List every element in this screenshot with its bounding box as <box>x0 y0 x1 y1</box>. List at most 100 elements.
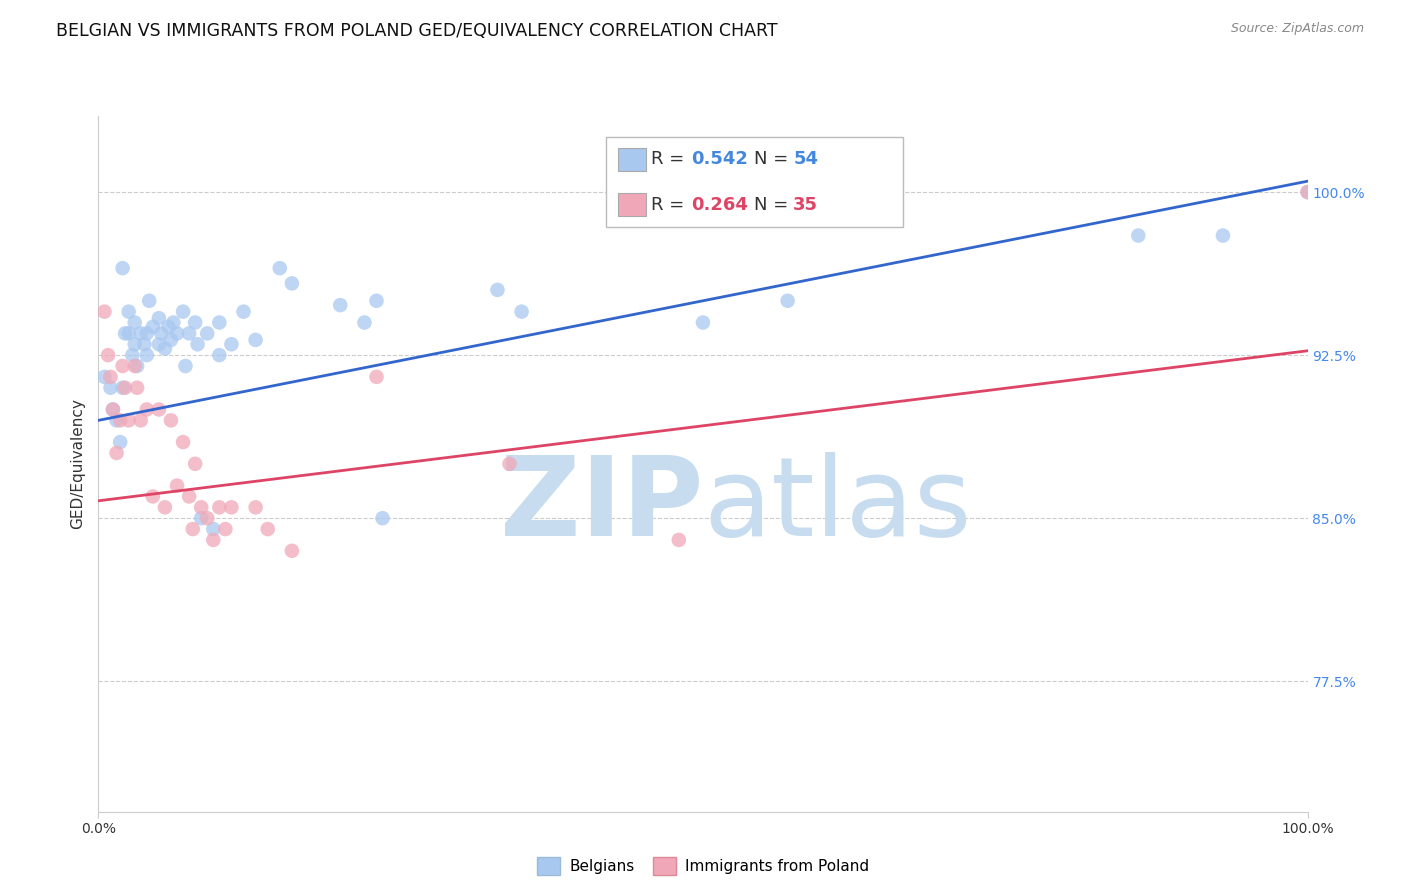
Point <box>100 369 122 384</box>
Point <box>208 316 231 330</box>
Point <box>208 348 231 362</box>
Point <box>160 413 183 427</box>
Point <box>208 500 231 515</box>
Point <box>510 304 533 318</box>
Point <box>118 326 141 341</box>
Y-axis label: GED/Equivalency: GED/Equivalency <box>70 399 86 529</box>
Point <box>101 402 124 417</box>
Point <box>181 522 204 536</box>
Point <box>118 304 141 318</box>
Point <box>93 304 115 318</box>
Point <box>108 413 131 427</box>
Point <box>329 298 352 312</box>
Point <box>498 457 520 471</box>
Text: Source: ZipAtlas.com: Source: ZipAtlas.com <box>1230 22 1364 36</box>
Point <box>232 304 254 318</box>
Point <box>353 316 375 330</box>
Point <box>1128 228 1150 243</box>
Point <box>148 402 170 417</box>
Point <box>366 293 388 308</box>
Point <box>179 490 201 504</box>
Point <box>776 293 799 308</box>
Point <box>366 369 388 384</box>
Point <box>179 326 201 341</box>
Point <box>153 500 176 515</box>
Point <box>148 311 170 326</box>
Point <box>150 326 173 341</box>
Point <box>160 333 183 347</box>
Point <box>486 283 509 297</box>
Point <box>1296 185 1319 199</box>
Point <box>184 316 207 330</box>
Point <box>190 511 212 525</box>
Text: R =: R = <box>651 151 690 169</box>
Point <box>138 293 160 308</box>
Text: 35: 35 <box>793 195 818 214</box>
Point <box>281 277 304 291</box>
Point <box>202 522 225 536</box>
Point <box>129 326 152 341</box>
Point <box>153 342 176 356</box>
Point <box>371 511 394 525</box>
Point <box>157 319 180 334</box>
Point <box>190 500 212 515</box>
Point <box>281 543 304 558</box>
Point <box>114 326 136 341</box>
Text: 54: 54 <box>793 151 818 169</box>
Point <box>111 359 134 373</box>
Text: ZIP: ZIP <box>499 452 703 559</box>
Point <box>135 402 157 417</box>
Point <box>142 490 165 504</box>
Point <box>97 348 120 362</box>
Point <box>221 337 243 351</box>
Legend: Belgians, Immigrants from Poland: Belgians, Immigrants from Poland <box>531 851 875 880</box>
Point <box>124 337 146 351</box>
Point <box>118 413 141 427</box>
Point <box>111 381 134 395</box>
Point <box>214 522 236 536</box>
Point <box>93 369 115 384</box>
Point <box>187 337 209 351</box>
Point <box>172 304 194 318</box>
Point <box>166 478 188 492</box>
Point <box>135 326 157 341</box>
Point <box>124 316 146 330</box>
Text: 0.264: 0.264 <box>690 195 748 214</box>
Point <box>127 381 149 395</box>
Point <box>134 337 156 351</box>
Point <box>172 435 194 450</box>
Point <box>221 500 243 515</box>
Point <box>105 413 128 427</box>
Text: BELGIAN VS IMMIGRANTS FROM POLAND GED/EQUIVALENCY CORRELATION CHART: BELGIAN VS IMMIGRANTS FROM POLAND GED/EQ… <box>56 22 778 40</box>
Point <box>101 402 124 417</box>
Point <box>195 326 218 341</box>
Point <box>256 522 278 536</box>
Point <box>105 446 128 460</box>
Point <box>202 533 225 547</box>
Point <box>121 348 143 362</box>
Point <box>668 533 690 547</box>
Point <box>142 319 165 334</box>
Point <box>148 337 170 351</box>
Point <box>108 435 131 450</box>
Text: N =: N = <box>754 195 794 214</box>
Point <box>195 511 218 525</box>
Point <box>245 333 267 347</box>
Point <box>111 261 134 276</box>
Text: R =: R = <box>651 195 690 214</box>
Text: atlas: atlas <box>703 452 972 559</box>
Point <box>127 359 149 373</box>
Point <box>184 457 207 471</box>
Point <box>166 326 188 341</box>
Text: N =: N = <box>754 151 794 169</box>
Point <box>245 500 267 515</box>
Point <box>114 381 136 395</box>
Point <box>174 359 197 373</box>
Point <box>124 359 146 373</box>
Point <box>100 381 122 395</box>
Point <box>129 413 152 427</box>
Point <box>1296 185 1319 199</box>
Point <box>162 316 184 330</box>
Point <box>269 261 291 276</box>
Point <box>1212 228 1234 243</box>
